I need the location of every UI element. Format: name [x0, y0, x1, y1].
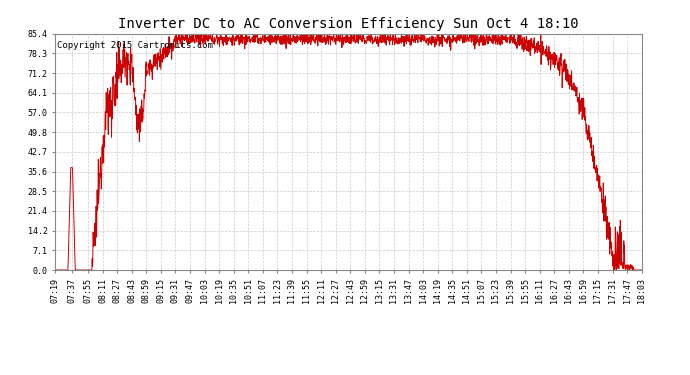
Text: Copyright 2015 Cartronics.com: Copyright 2015 Cartronics.com [57, 41, 213, 50]
Title: Inverter DC to AC Conversion Efficiency Sun Oct 4 18:10: Inverter DC to AC Conversion Efficiency … [118, 17, 579, 31]
